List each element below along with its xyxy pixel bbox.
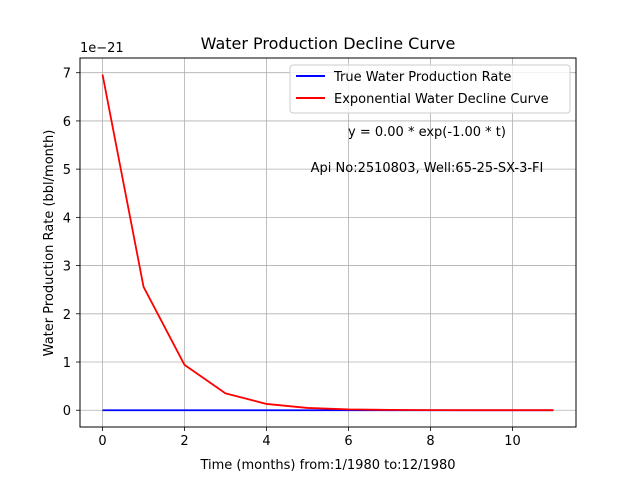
x-tick-label: 8 [426, 434, 434, 449]
y-tick-label: 6 [63, 115, 71, 130]
x-axis: 0 2 4 6 8 10 [98, 427, 521, 449]
y-axis-label: Water Production Rate (bbl/month) [42, 130, 57, 357]
equation-annotation: y = 0.00 * exp(-1.00 * t) [348, 125, 506, 140]
y-tick-label: 5 [63, 163, 71, 178]
y-offset-label: 1e−21 [80, 41, 124, 56]
x-tick-label: 2 [180, 434, 188, 449]
chart-title: Water Production Decline Curve [201, 34, 456, 53]
x-tick-label: 6 [344, 434, 352, 449]
plot-frame [79, 57, 577, 428]
y-tick-label: 1 [63, 356, 71, 371]
y-tick-label: 4 [63, 211, 71, 226]
y-axis: 0 1 2 3 4 5 6 7 [63, 67, 80, 419]
legend-label-true-rate: True Water Production Rate [333, 70, 511, 85]
decline-curve-line [101, 74, 554, 412]
legend-box [289, 64, 571, 114]
legend-label-decline-curve: Exponential Water Decline Curve [334, 92, 549, 107]
x-tick-label: 0 [98, 434, 106, 449]
series-lines [101, 74, 554, 412]
x-tick-label: 10 [504, 434, 521, 449]
y-tick-label: 2 [63, 308, 71, 323]
y-tick-label: 3 [63, 260, 71, 275]
well-annotation: Api No:2510803, Well:65-25-SX-3-FI [311, 161, 544, 176]
x-tick-label: 4 [262, 434, 270, 449]
y-tick-label: 0 [63, 404, 71, 419]
legend: True Water Production Rate Exponential W… [289, 64, 571, 114]
x-axis-label: Time (months) from:1/1980 to:12/1980 [199, 458, 455, 473]
y-tick-label: 7 [63, 67, 71, 82]
